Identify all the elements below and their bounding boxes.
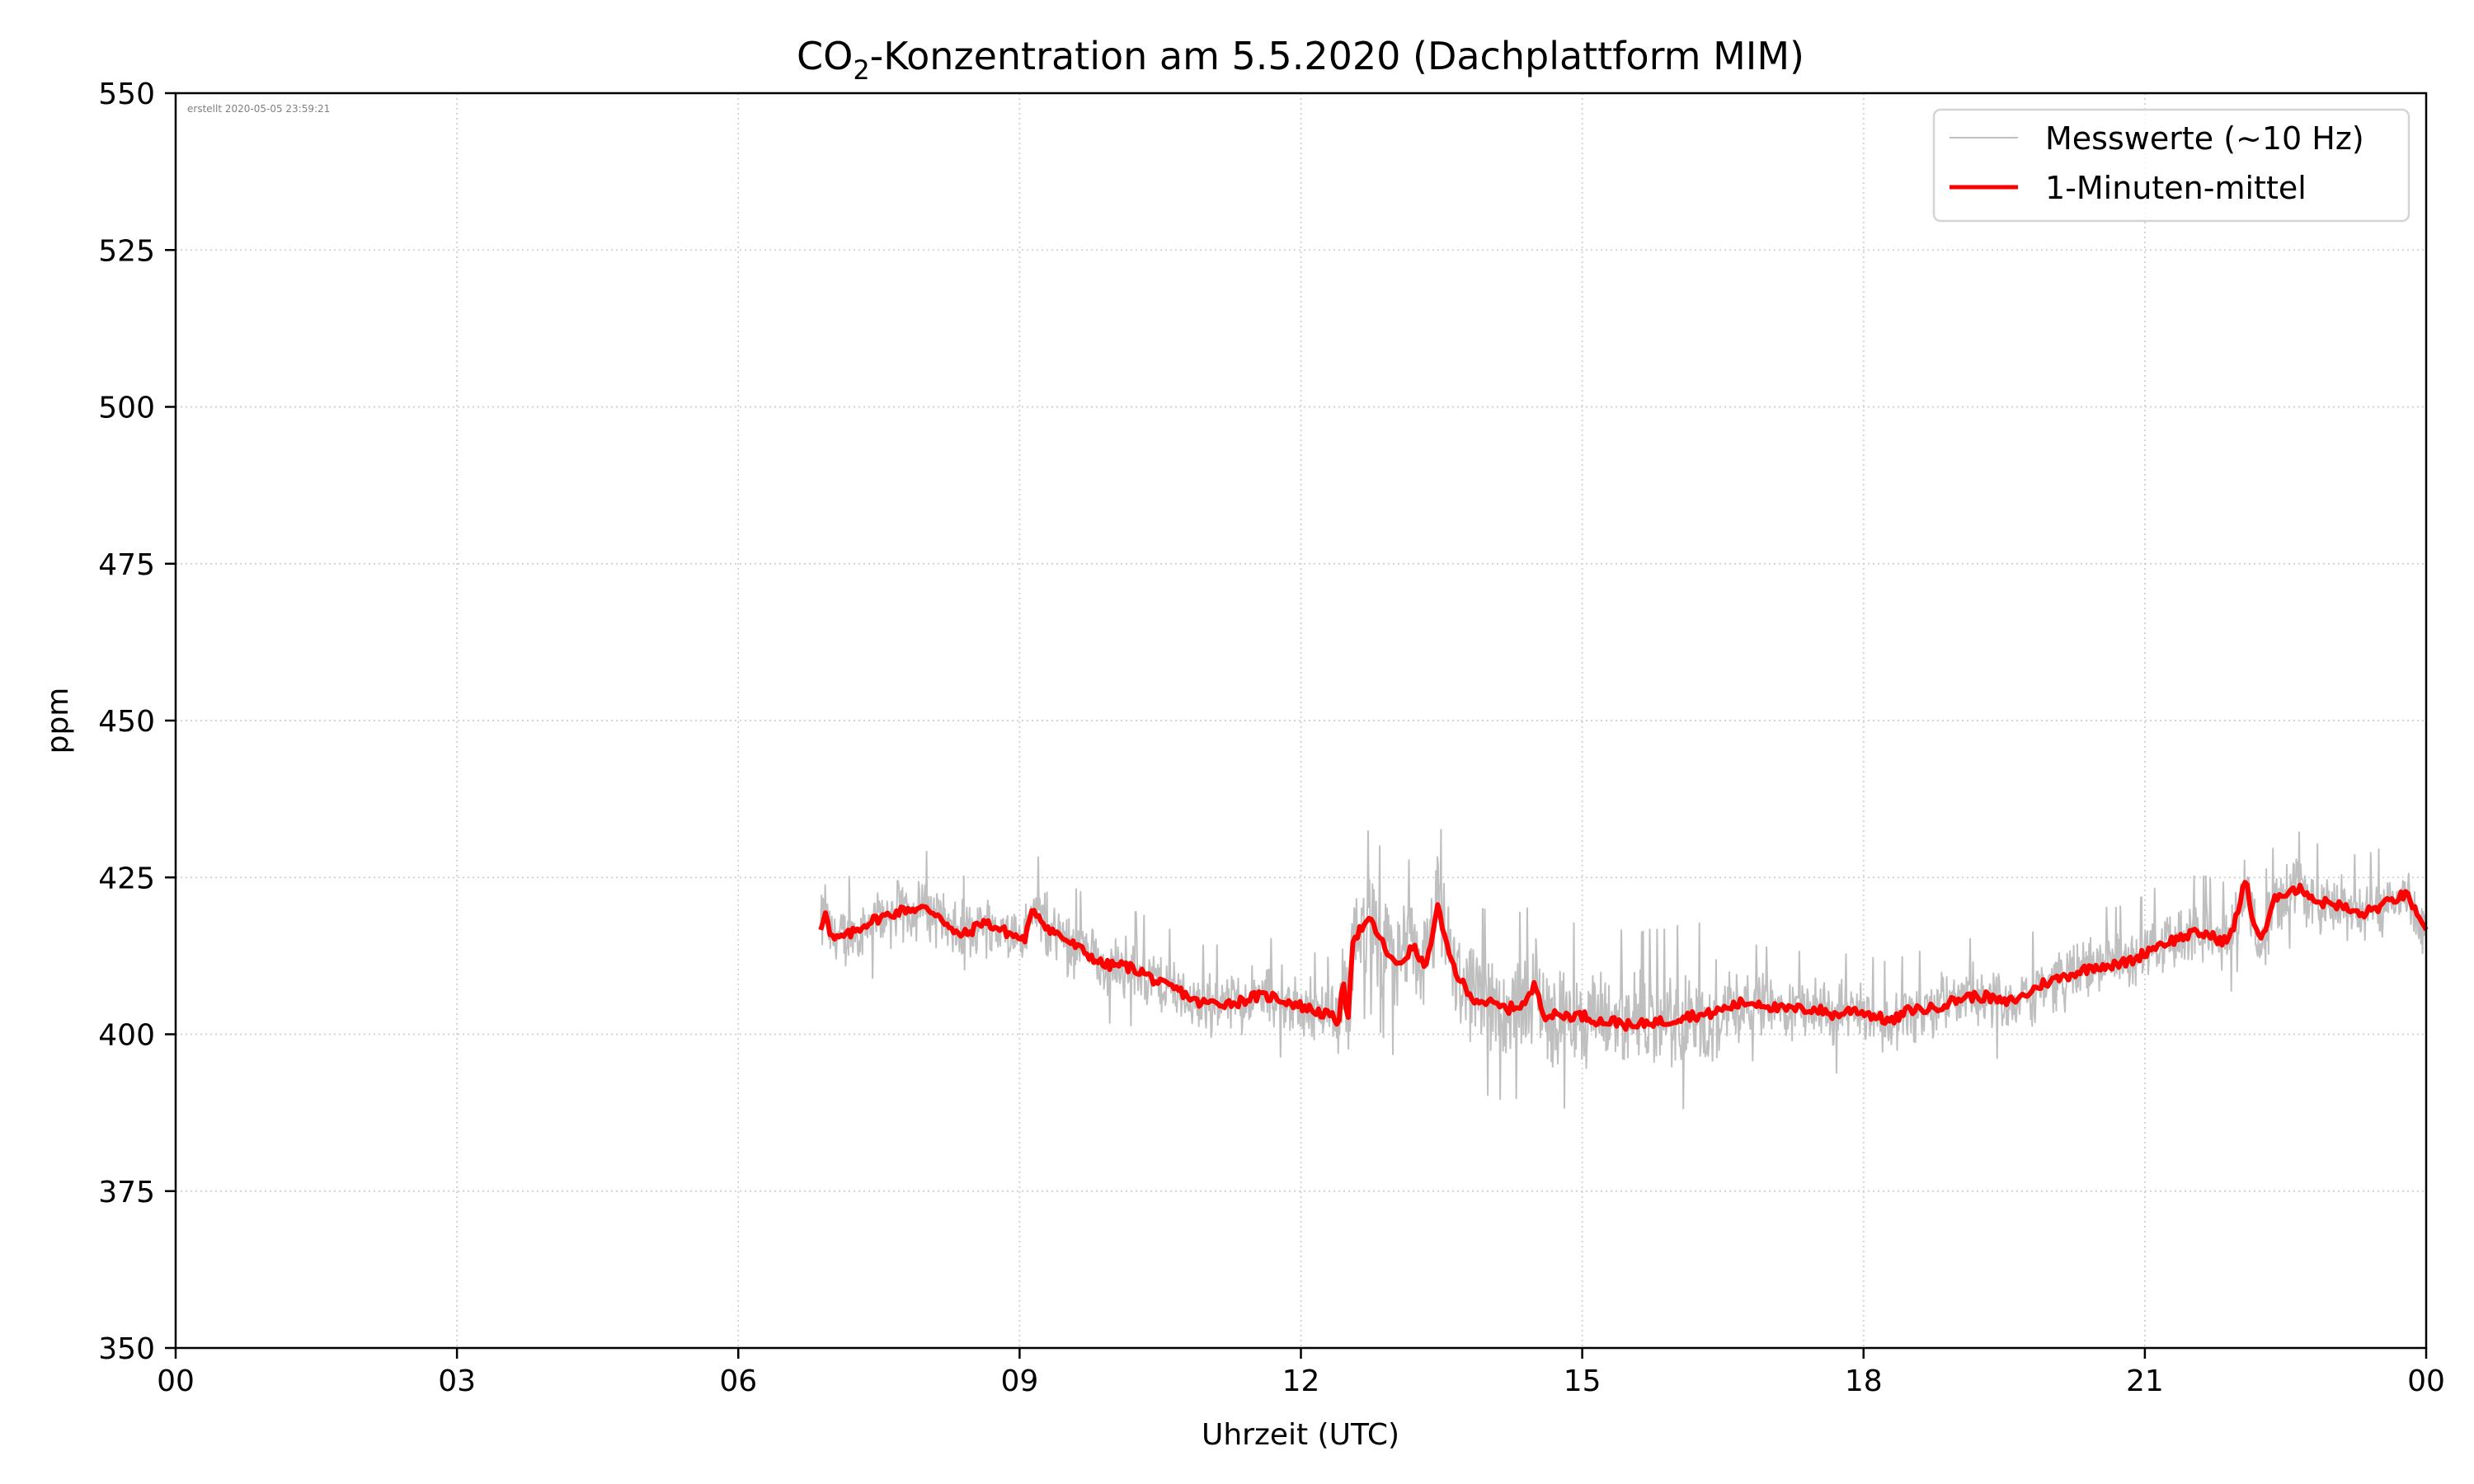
y-tick-label: 350 (98, 1332, 155, 1366)
y-tick-label: 375 (98, 1176, 155, 1209)
title-subscript: 2 (853, 54, 869, 86)
y-tick-label: 550 (98, 77, 155, 111)
x-tick-label: 03 (438, 1364, 476, 1398)
x-tick-label: 21 (2126, 1364, 2164, 1398)
x-axis-ticks: 00 03 06 09 12 15 18 21 00 (157, 1348, 2445, 1398)
y-tick-label: 425 (98, 862, 155, 895)
y-tick-label: 500 (98, 392, 155, 425)
legend-box (1932, 108, 2411, 223)
x-tick-label: 09 (1000, 1364, 1038, 1398)
y-tick-label: 525 (98, 234, 155, 268)
series-1-minuten-mittel (818, 877, 2429, 1032)
legend: Messwerte (~10 Hz) 1-Minuten-mittel (1932, 108, 2411, 223)
x-axis-label: Uhrzeit (UTC) (1202, 1418, 1399, 1452)
y-tick-label: 450 (98, 705, 155, 739)
created-annotation: erstellt 2020-05-05 23:59:21 (187, 103, 330, 115)
y-axis-ticks: 350 375 400 425 450 475 500 525 550 (98, 77, 176, 1366)
chart-title: CO2-Konzentration am 5.5.2020 (Dachplatt… (797, 34, 1804, 86)
legend-label-mittel: 1-Minuten-mittel (2045, 170, 2307, 206)
x-tick-label: 15 (1564, 1364, 1602, 1398)
title-co: CO (797, 34, 853, 78)
mean-line (818, 880, 2429, 1032)
x-tick-label: 00 (157, 1364, 195, 1398)
x-tick-label: 18 (1845, 1364, 1883, 1398)
title-rest: -Konzentration am 5.5.2020 (Dachplattfor… (870, 34, 1804, 78)
x-tick-label: 00 (2407, 1364, 2445, 1398)
y-tick-label: 400 (98, 1019, 155, 1053)
y-axis-label: ppm (41, 688, 75, 754)
x-tick-label: 06 (719, 1364, 757, 1398)
y-tick-label: 475 (98, 548, 155, 582)
legend-label-messwerte: Messwerte (~10 Hz) (2045, 120, 2364, 157)
grid-lines (176, 93, 2426, 1348)
x-tick-label: 12 (1282, 1364, 1320, 1398)
